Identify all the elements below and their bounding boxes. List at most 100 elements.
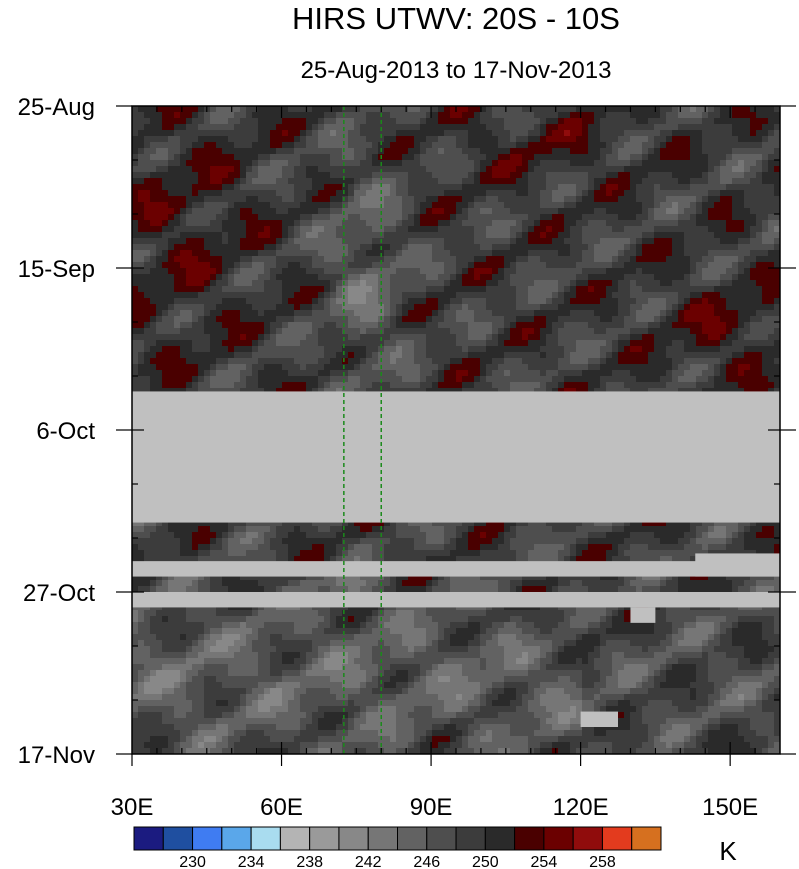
field-cell [228, 238, 235, 245]
field-cell [456, 244, 463, 251]
field-cell [528, 208, 535, 215]
field-cell [492, 268, 499, 275]
field-cell [570, 292, 577, 299]
field-cell [426, 334, 433, 341]
field-cell [246, 196, 253, 203]
field-cell [498, 232, 505, 239]
field-cell [594, 316, 601, 323]
field-cell [612, 172, 619, 179]
field-cell [402, 316, 409, 323]
field-cell [168, 124, 175, 131]
field-cell [522, 370, 529, 377]
field-cell [336, 226, 343, 233]
field-cell [456, 262, 463, 269]
field-cell [168, 250, 175, 257]
field-cell [558, 364, 565, 371]
field-cell [522, 364, 529, 371]
field-cell [570, 286, 577, 293]
field-cell [276, 154, 283, 161]
field-cell [216, 268, 223, 275]
field-cell [390, 106, 397, 113]
field-cell [420, 142, 427, 149]
field-cell [372, 340, 379, 347]
field-cell [324, 316, 331, 323]
field-cell [504, 322, 511, 329]
field-cell [384, 358, 391, 365]
field-cell [678, 160, 685, 167]
field-cell [300, 334, 307, 341]
field-cell [348, 172, 355, 179]
field-cell [258, 370, 265, 377]
field-cell [594, 202, 601, 209]
field-cell [168, 322, 175, 329]
field-cell [630, 280, 637, 287]
field-cell [618, 292, 625, 299]
field-cell [276, 340, 283, 347]
field-cell [696, 124, 703, 131]
field-cell [588, 346, 595, 353]
field-cell [276, 382, 283, 389]
field-cell [732, 256, 739, 263]
field-cell [294, 250, 301, 257]
field-cell [726, 250, 733, 257]
field-cell [756, 190, 763, 197]
field-cell [492, 208, 499, 215]
field-cell [534, 292, 541, 299]
field-cell [696, 226, 703, 233]
field-cell [222, 304, 229, 311]
field-cell [624, 376, 631, 383]
field-cell [750, 310, 757, 317]
field-cell [744, 280, 751, 287]
field-cell [342, 286, 349, 293]
field-cell [678, 322, 685, 329]
field-cell [390, 112, 397, 119]
field-cell [240, 118, 247, 125]
field-cell [564, 376, 571, 383]
field-cell [648, 316, 655, 323]
field-cell [648, 280, 655, 287]
field-cell [222, 352, 229, 359]
field-cell [714, 334, 721, 341]
field-cell [564, 364, 571, 371]
field-cell [396, 250, 403, 257]
field-cell [294, 370, 301, 377]
field-cell [330, 136, 337, 143]
field-cell [420, 280, 427, 287]
field-cell [588, 328, 595, 335]
field-cell [756, 238, 763, 245]
field-cell [354, 118, 361, 125]
field-cell [270, 370, 277, 377]
field-cell [726, 154, 733, 161]
field-cell [318, 358, 325, 365]
field-cell [744, 184, 751, 191]
field-cell [330, 328, 337, 335]
field-cell [234, 256, 241, 263]
field-cell [552, 328, 559, 335]
field-cell [174, 268, 181, 275]
field-cell [348, 160, 355, 167]
field-cell [534, 118, 541, 125]
field-cell [774, 298, 780, 305]
field-cell [252, 106, 259, 113]
field-cell [336, 232, 343, 239]
field-cell [402, 178, 409, 185]
field-cell [174, 184, 181, 191]
field-cell [774, 166, 780, 173]
field-cell [396, 358, 403, 365]
field-cell [684, 370, 691, 377]
field-cell [162, 340, 169, 347]
field-cell [480, 346, 487, 353]
field-cell [456, 322, 463, 329]
field-cell [252, 232, 259, 239]
field-cell [306, 142, 313, 149]
field-cell [618, 328, 625, 335]
field-cell [750, 124, 757, 131]
field-cell [366, 154, 373, 161]
field-cell [648, 232, 655, 239]
field-cell [672, 142, 679, 149]
field-cell [378, 310, 385, 317]
field-cell [336, 310, 343, 317]
field-cell [714, 124, 721, 131]
field-cell [678, 202, 685, 209]
field-cell [366, 244, 373, 251]
